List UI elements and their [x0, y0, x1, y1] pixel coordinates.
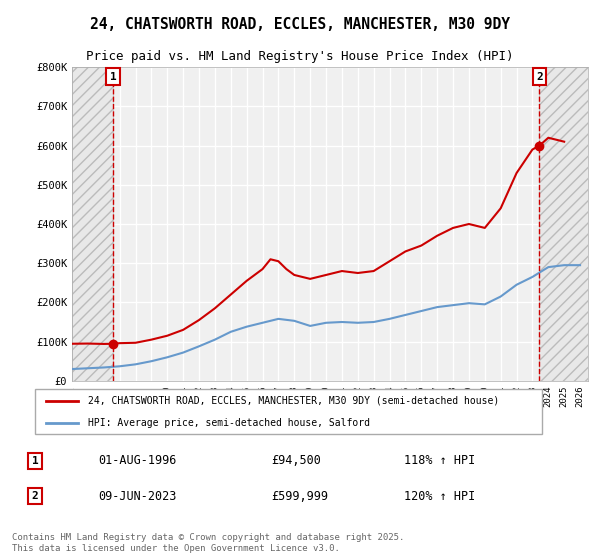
24, CHATSWORTH ROAD, ECCLES, MANCHESTER, M30 9DY (semi-detached house)	[466, 221, 473, 227]
Text: £599,999: £599,999	[271, 489, 328, 503]
24, CHATSWORTH ROAD, ECCLES, MANCHESTER, M30 9DY (semi-detached house)	[132, 339, 139, 346]
24, CHATSWORTH ROAD, ECCLES, MANCHESTER, M30 9DY (semi-detached house)	[354, 270, 361, 277]
24, CHATSWORTH ROAD, ECCLES, MANCHESTER, M30 9DY (semi-detached house)	[322, 272, 329, 278]
24, CHATSWORTH ROAD, ECCLES, MANCHESTER, M30 9DY (semi-detached house)	[68, 340, 76, 347]
Text: 2: 2	[32, 491, 38, 501]
HPI: Average price, semi-detached house, Salford: (2.01e+03, 1.48e+05): Average price, semi-detached house, Salf…	[259, 319, 266, 326]
HPI: Average price, semi-detached house, Salford: (1.99e+03, 3e+04): Average price, semi-detached house, Salf…	[68, 366, 76, 372]
HPI: Average price, semi-detached house, Salford: (2.02e+03, 1.78e+05): Average price, semi-detached house, Salf…	[418, 307, 425, 314]
Bar	[539, 67, 588, 381]
HPI: Average price, semi-detached house, Salford: (2e+03, 1.25e+05): Average price, semi-detached house, Salf…	[227, 328, 235, 335]
Text: 118% ↑ HPI: 118% ↑ HPI	[404, 454, 475, 468]
HPI: Average price, semi-detached house, Salford: (2e+03, 4.2e+04): Average price, semi-detached house, Salf…	[132, 361, 139, 368]
HPI: Average price, semi-detached house, Salford: (2e+03, 5e+04): Average price, semi-detached house, Salf…	[148, 358, 155, 365]
Text: 1: 1	[32, 456, 38, 466]
HPI: Average price, semi-detached house, Salford: (2.02e+03, 1.93e+05): Average price, semi-detached house, Salf…	[449, 302, 457, 309]
HPI: Average price, semi-detached house, Salford: (2.02e+03, 1.68e+05): Average price, semi-detached house, Salf…	[402, 311, 409, 318]
24, CHATSWORTH ROAD, ECCLES, MANCHESTER, M30 9DY (semi-detached house)	[481, 225, 488, 231]
FancyBboxPatch shape	[35, 389, 542, 435]
Line: 24, CHATSWORTH ROAD, ECCLES, MANCHESTER, M30 9DY (semi-detached house): 24, CHATSWORTH ROAD, ECCLES, MANCHESTER,…	[72, 138, 564, 344]
HPI: Average price, semi-detached house, Salford: (2.02e+03, 1.88e+05): Average price, semi-detached house, Salf…	[434, 304, 441, 310]
24, CHATSWORTH ROAD, ECCLES, MANCHESTER, M30 9DY (semi-detached house)	[179, 326, 187, 333]
HPI: Average price, semi-detached house, Salford: (2.01e+03, 1.58e+05): Average price, semi-detached house, Salf…	[275, 315, 282, 322]
HPI: Average price, semi-detached house, Salford: (2.02e+03, 2.95e+05): Average price, semi-detached house, Salf…	[560, 262, 568, 268]
Text: £94,500: £94,500	[271, 454, 321, 468]
24, CHATSWORTH ROAD, ECCLES, MANCHESTER, M30 9DY (semi-detached house)	[116, 340, 123, 347]
24, CHATSWORTH ROAD, ECCLES, MANCHESTER, M30 9DY (semi-detached house)	[100, 340, 107, 347]
24, CHATSWORTH ROAD, ECCLES, MANCHESTER, M30 9DY (semi-detached house)	[243, 277, 250, 284]
HPI: Average price, semi-detached house, Salford: (2.02e+03, 2.45e+05): Average price, semi-detached house, Salf…	[513, 281, 520, 288]
Text: 24, CHATSWORTH ROAD, ECCLES, MANCHESTER, M30 9DY: 24, CHATSWORTH ROAD, ECCLES, MANCHESTER,…	[90, 17, 510, 32]
Text: 01-AUG-1996: 01-AUG-1996	[98, 454, 177, 468]
24, CHATSWORTH ROAD, ECCLES, MANCHESTER, M30 9DY (semi-detached house)	[259, 266, 266, 273]
HPI: Average price, semi-detached house, Salford: (2e+03, 3.2e+04): Average price, semi-detached house, Salf…	[84, 365, 91, 372]
24, CHATSWORTH ROAD, ECCLES, MANCHESTER, M30 9DY (semi-detached house)	[536, 142, 543, 149]
24, CHATSWORTH ROAD, ECCLES, MANCHESTER, M30 9DY (semi-detached house)	[449, 225, 457, 231]
24, CHATSWORTH ROAD, ECCLES, MANCHESTER, M30 9DY (semi-detached house)	[109, 340, 116, 347]
HPI: Average price, semi-detached house, Salford: (2.01e+03, 1.58e+05): Average price, semi-detached house, Salf…	[386, 315, 393, 322]
HPI: Average price, semi-detached house, Salford: (2.01e+03, 1.48e+05): Average price, semi-detached house, Salf…	[322, 319, 329, 326]
HPI: Average price, semi-detached house, Salford: (2e+03, 3.7e+04): Average price, semi-detached house, Salf…	[116, 363, 123, 370]
HPI: Average price, semi-detached house, Salford: (2e+03, 8.8e+04): Average price, semi-detached house, Salf…	[196, 343, 203, 349]
24, CHATSWORTH ROAD, ECCLES, MANCHESTER, M30 9DY (semi-detached house)	[84, 340, 91, 347]
24, CHATSWORTH ROAD, ECCLES, MANCHESTER, M30 9DY (semi-detached house)	[529, 146, 536, 153]
24, CHATSWORTH ROAD, ECCLES, MANCHESTER, M30 9DY (semi-detached house)	[545, 134, 552, 141]
HPI: Average price, semi-detached house, Salford: (2.02e+03, 2.15e+05): Average price, semi-detached house, Salf…	[497, 293, 504, 300]
Text: 120% ↑ HPI: 120% ↑ HPI	[404, 489, 475, 503]
HPI: Average price, semi-detached house, Salford: (2.02e+03, 2.9e+05): Average price, semi-detached house, Salf…	[545, 264, 552, 270]
Bar	[72, 67, 113, 381]
24, CHATSWORTH ROAD, ECCLES, MANCHESTER, M30 9DY (semi-detached house)	[418, 242, 425, 249]
24, CHATSWORTH ROAD, ECCLES, MANCHESTER, M30 9DY (semi-detached house)	[338, 268, 346, 274]
HPI: Average price, semi-detached house, Salford: (2.01e+03, 1.5e+05): Average price, semi-detached house, Salf…	[338, 319, 346, 325]
24, CHATSWORTH ROAD, ECCLES, MANCHESTER, M30 9DY (semi-detached house)	[386, 258, 393, 264]
24, CHATSWORTH ROAD, ECCLES, MANCHESTER, M30 9DY (semi-detached house)	[307, 276, 314, 282]
HPI: Average price, semi-detached house, Salford: (2e+03, 1.38e+05): Average price, semi-detached house, Salf…	[243, 323, 250, 330]
24, CHATSWORTH ROAD, ECCLES, MANCHESTER, M30 9DY (semi-detached house)	[267, 256, 274, 263]
24, CHATSWORTH ROAD, ECCLES, MANCHESTER, M30 9DY (semi-detached house)	[275, 258, 282, 264]
Text: 09-JUN-2023: 09-JUN-2023	[98, 489, 177, 503]
24, CHATSWORTH ROAD, ECCLES, MANCHESTER, M30 9DY (semi-detached house)	[497, 205, 504, 212]
HPI: Average price, semi-detached house, Salford: (2e+03, 7.2e+04): Average price, semi-detached house, Salf…	[179, 349, 187, 356]
24, CHATSWORTH ROAD, ECCLES, MANCHESTER, M30 9DY (semi-detached house)	[434, 232, 441, 239]
HPI: Average price, semi-detached house, Salford: (2e+03, 3.4e+04): Average price, semi-detached house, Salf…	[100, 364, 107, 371]
Text: 1: 1	[110, 72, 116, 82]
24, CHATSWORTH ROAD, ECCLES, MANCHESTER, M30 9DY (semi-detached house)	[164, 332, 171, 339]
24, CHATSWORTH ROAD, ECCLES, MANCHESTER, M30 9DY (semi-detached house)	[283, 266, 290, 273]
Text: 2: 2	[536, 72, 543, 82]
Text: 24, CHATSWORTH ROAD, ECCLES, MANCHESTER, M30 9DY (semi-detached house): 24, CHATSWORTH ROAD, ECCLES, MANCHESTER,…	[88, 395, 499, 405]
Text: HPI: Average price, semi-detached house, Salford: HPI: Average price, semi-detached house,…	[88, 418, 370, 428]
HPI: Average price, semi-detached house, Salford: (2.01e+03, 1.5e+05): Average price, semi-detached house, Salf…	[370, 319, 377, 325]
24, CHATSWORTH ROAD, ECCLES, MANCHESTER, M30 9DY (semi-detached house)	[402, 248, 409, 255]
24, CHATSWORTH ROAD, ECCLES, MANCHESTER, M30 9DY (semi-detached house)	[227, 291, 235, 298]
HPI: Average price, semi-detached house, Salford: (2.01e+03, 1.53e+05): Average price, semi-detached house, Salf…	[290, 318, 298, 324]
HPI: Average price, semi-detached house, Salford: (2.03e+03, 2.95e+05): Average price, semi-detached house, Salf…	[577, 262, 584, 268]
HPI: Average price, semi-detached house, Salford: (2.02e+03, 1.98e+05): Average price, semi-detached house, Salf…	[466, 300, 473, 306]
24, CHATSWORTH ROAD, ECCLES, MANCHESTER, M30 9DY (semi-detached house)	[211, 305, 218, 311]
HPI: Average price, semi-detached house, Salford: (2.02e+03, 1.95e+05): Average price, semi-detached house, Salf…	[481, 301, 488, 307]
24, CHATSWORTH ROAD, ECCLES, MANCHESTER, M30 9DY (semi-detached house)	[370, 268, 377, 274]
24, CHATSWORTH ROAD, ECCLES, MANCHESTER, M30 9DY (semi-detached house)	[196, 316, 203, 323]
HPI: Average price, semi-detached house, Salford: (2e+03, 1.05e+05): Average price, semi-detached house, Salf…	[211, 336, 218, 343]
HPI: Average price, semi-detached house, Salford: (2e+03, 6e+04): Average price, semi-detached house, Salf…	[164, 354, 171, 361]
Text: Contains HM Land Registry data © Crown copyright and database right 2025.
This d: Contains HM Land Registry data © Crown c…	[12, 533, 404, 553]
Text: Price paid vs. HM Land Registry's House Price Index (HPI): Price paid vs. HM Land Registry's House …	[86, 50, 514, 63]
Line: HPI: Average price, semi-detached house, Salford: HPI: Average price, semi-detached house,…	[72, 265, 580, 369]
HPI: Average price, semi-detached house, Salford: (2.01e+03, 1.4e+05): Average price, semi-detached house, Salf…	[307, 323, 314, 329]
HPI: Average price, semi-detached house, Salford: (2.02e+03, 2.65e+05): Average price, semi-detached house, Salf…	[529, 273, 536, 280]
24, CHATSWORTH ROAD, ECCLES, MANCHESTER, M30 9DY (semi-detached house)	[290, 272, 298, 278]
24, CHATSWORTH ROAD, ECCLES, MANCHESTER, M30 9DY (semi-detached house)	[560, 138, 568, 145]
24, CHATSWORTH ROAD, ECCLES, MANCHESTER, M30 9DY (semi-detached house)	[513, 170, 520, 176]
HPI: Average price, semi-detached house, Salford: (2.01e+03, 1.48e+05): Average price, semi-detached house, Salf…	[354, 319, 361, 326]
24, CHATSWORTH ROAD, ECCLES, MANCHESTER, M30 9DY (semi-detached house)	[148, 336, 155, 343]
